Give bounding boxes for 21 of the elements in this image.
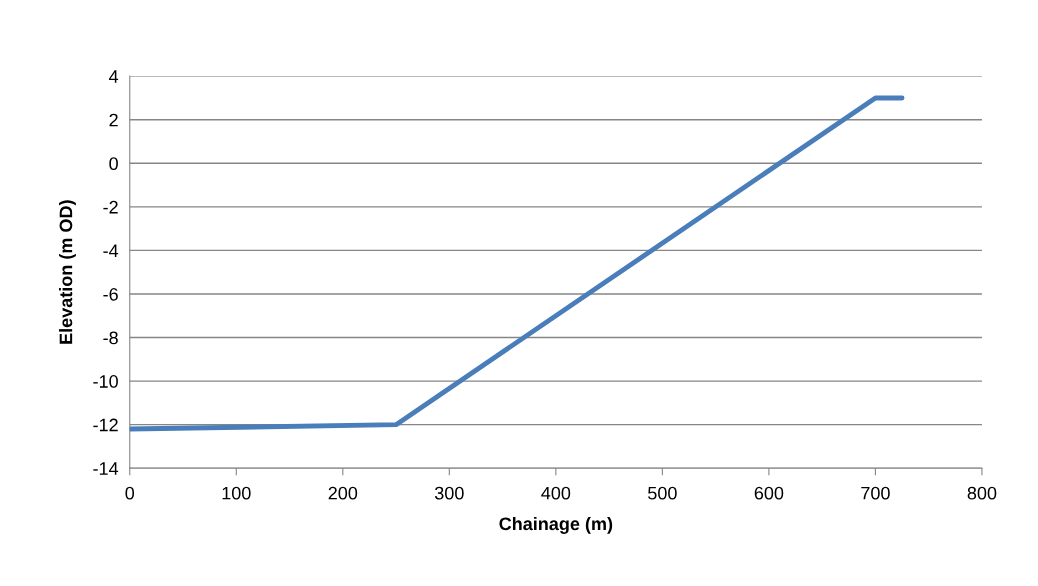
x-tick-label: 300 xyxy=(434,486,464,500)
x-tick-label: 500 xyxy=(648,486,677,500)
y-tick-label: -12 xyxy=(93,418,118,432)
x-tick-label: 800 xyxy=(967,486,997,500)
x-tick-label: 200 xyxy=(328,486,358,500)
x-tick-label: 400 xyxy=(541,486,571,500)
y-tick-label: 0 xyxy=(109,157,118,171)
y-tick-label: 2 xyxy=(109,113,118,127)
x-tick-label: 600 xyxy=(754,486,784,500)
y-tick-label: -4 xyxy=(103,244,119,257)
x-tick-label: 0 xyxy=(125,486,135,500)
x-tick-label: 100 xyxy=(222,486,251,500)
x-tick-label: 700 xyxy=(861,486,890,500)
y-tick-label: -14 xyxy=(93,462,119,475)
y-tick-label: -2 xyxy=(103,200,118,214)
y-tick-label: -10 xyxy=(93,375,118,388)
y-tick-label: -6 xyxy=(103,287,118,301)
y-axis-title: Elevation (m OD) xyxy=(59,200,76,344)
x-axis-title: Chainage (m) xyxy=(499,516,613,534)
y-tick-label: -8 xyxy=(103,331,118,345)
y-tick-label: 4 xyxy=(109,70,119,83)
